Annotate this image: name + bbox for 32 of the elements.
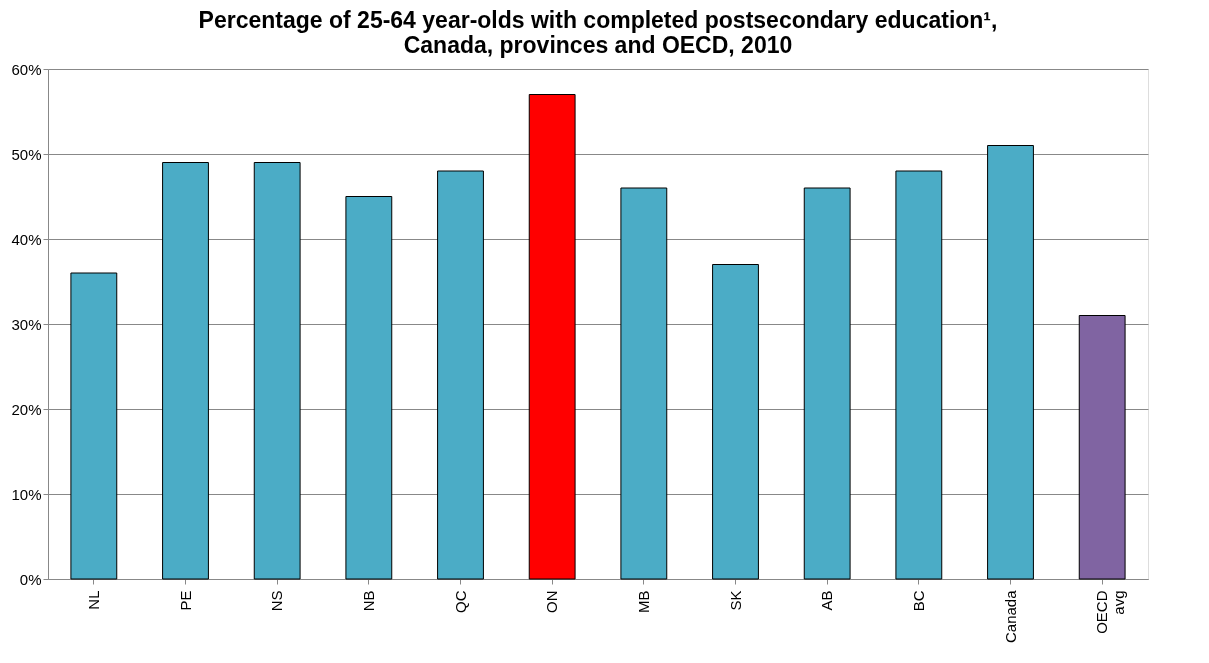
x-tick-label: Canada bbox=[1001, 589, 1019, 644]
bar bbox=[803, 187, 851, 580]
x-tick-label: OECD avg bbox=[1093, 590, 1128, 634]
y-tick-label: 40% bbox=[11, 230, 42, 248]
bar bbox=[437, 170, 484, 580]
bar bbox=[895, 170, 943, 580]
bar bbox=[987, 145, 1034, 580]
y-tick-label: 10% bbox=[11, 485, 42, 503]
bar bbox=[253, 162, 301, 580]
bar bbox=[1078, 315, 1126, 580]
y-tick-label: 60% bbox=[11, 60, 42, 78]
x-tick-label: AB bbox=[818, 590, 836, 611]
y-tick-label: 30% bbox=[11, 315, 42, 333]
x-tick-label: NB bbox=[359, 590, 377, 612]
x-tick-label: ON bbox=[543, 590, 561, 613]
x-tick-label: SK bbox=[726, 590, 744, 611]
x-tick-label: QC bbox=[451, 590, 469, 613]
chart-title: Percentage of 25-64 year-olds with completed postsecondary education¹, Canada, provinces and OECD, 2010 bbox=[198, 7, 998, 58]
bar bbox=[620, 187, 668, 580]
bar bbox=[345, 196, 393, 580]
x-tick-label: PE bbox=[176, 590, 194, 611]
x-tick-label: NS bbox=[268, 590, 286, 612]
bar bbox=[162, 162, 209, 580]
x-tick-label: NL bbox=[84, 590, 102, 610]
y-tick-label: 0% bbox=[19, 570, 42, 588]
bar bbox=[528, 94, 576, 580]
bar bbox=[70, 272, 118, 580]
y-tick-label: 50% bbox=[11, 145, 42, 163]
bar bbox=[712, 264, 759, 580]
x-tick-label: MB bbox=[634, 590, 652, 613]
x-tick-label: BC bbox=[909, 590, 927, 612]
y-tick-label: 20% bbox=[11, 400, 42, 418]
